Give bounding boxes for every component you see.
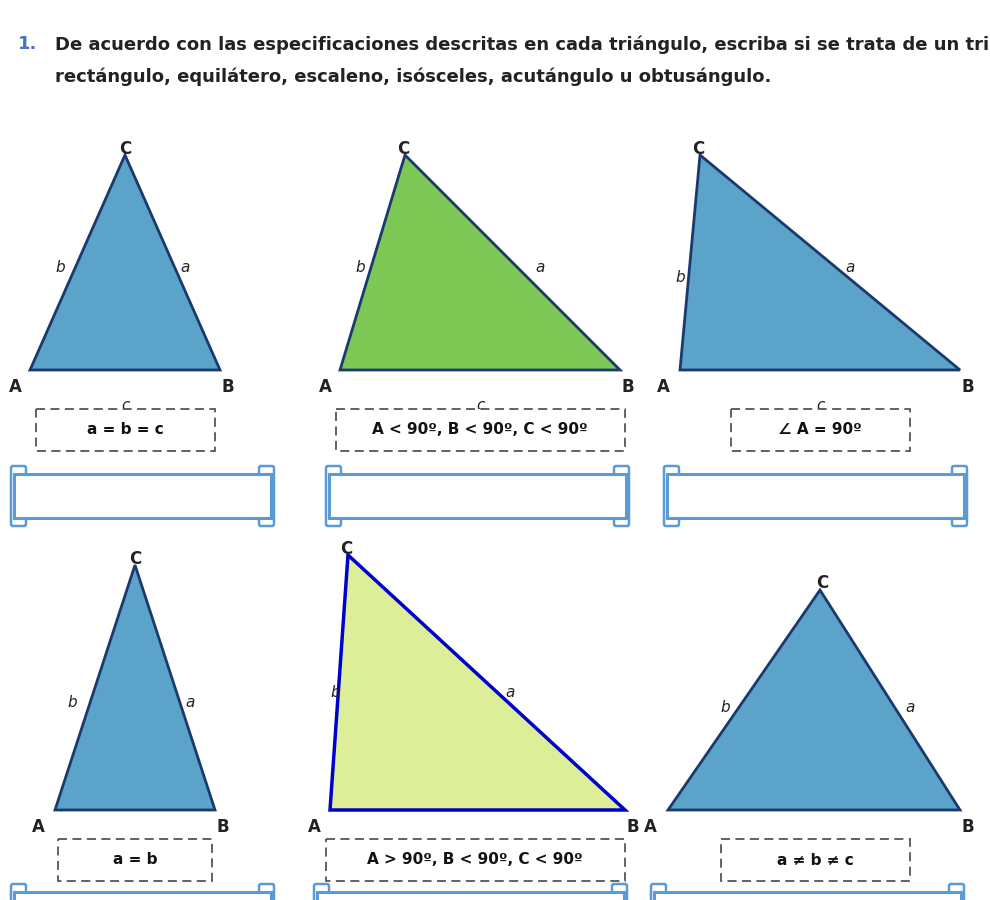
FancyBboxPatch shape [651,884,666,900]
Text: A: A [32,818,45,836]
Text: C: C [340,540,352,558]
Text: b: b [331,685,340,700]
Text: a: a [185,695,195,710]
FancyBboxPatch shape [664,466,679,526]
Text: a ≠ b ≠ c: a ≠ b ≠ c [776,852,853,868]
FancyBboxPatch shape [952,466,967,526]
FancyBboxPatch shape [614,466,629,526]
Text: ∠ A = 90º: ∠ A = 90º [778,422,862,437]
FancyBboxPatch shape [314,884,329,900]
Text: A > 90º, B < 90º, C < 90º: A > 90º, B < 90º, C < 90º [367,852,583,868]
Text: A: A [319,378,332,396]
Polygon shape [680,155,960,370]
Text: a = b: a = b [113,852,157,868]
Text: b: b [720,700,730,715]
Text: B: B [622,378,635,396]
Text: a: a [905,700,915,715]
FancyBboxPatch shape [326,839,625,881]
FancyBboxPatch shape [14,892,271,900]
Text: b: b [355,260,364,275]
Text: C: C [129,550,142,568]
Text: A < 90º, B < 90º, C < 90º: A < 90º, B < 90º, C < 90º [372,422,588,437]
Text: rectángulo, equilátero, escaleno, isósceles, acutángulo u obtusángulo.: rectángulo, equilátero, escaleno, isósce… [55,68,771,86]
Text: b: b [675,270,685,285]
FancyBboxPatch shape [731,409,910,451]
Text: De acuerdo con las especificaciones descritas en cada triángulo, escriba si se t: De acuerdo con las especificaciones desc… [55,35,990,53]
Text: 1.: 1. [18,35,38,53]
Text: C: C [816,574,828,592]
FancyBboxPatch shape [11,466,26,526]
Text: b: b [67,695,77,710]
Text: c: c [131,836,140,851]
Text: B: B [961,378,974,396]
FancyBboxPatch shape [259,466,274,526]
FancyBboxPatch shape [317,892,624,900]
Text: C: C [119,140,131,158]
Text: a: a [845,260,854,275]
Text: B: B [217,818,230,836]
FancyBboxPatch shape [667,474,964,518]
Text: c: c [476,398,484,413]
FancyBboxPatch shape [326,466,341,526]
Text: A: A [644,818,656,836]
Text: A: A [308,818,321,836]
Text: B: B [222,378,235,396]
FancyBboxPatch shape [14,474,271,518]
Text: c: c [471,836,479,851]
Polygon shape [330,555,625,810]
Text: C: C [692,140,704,158]
Text: c: c [816,398,825,413]
Text: a = b = c: a = b = c [87,422,163,437]
FancyBboxPatch shape [58,839,212,881]
Polygon shape [30,155,220,370]
Text: B: B [627,818,640,836]
FancyBboxPatch shape [36,409,215,451]
Text: a: a [536,260,544,275]
FancyBboxPatch shape [336,409,625,451]
Text: a: a [180,260,190,275]
FancyBboxPatch shape [259,884,274,900]
FancyBboxPatch shape [721,839,910,881]
Text: A: A [9,378,22,396]
FancyBboxPatch shape [11,884,26,900]
Text: C: C [397,140,409,158]
Polygon shape [55,565,215,810]
Text: b: b [55,260,64,275]
Text: B: B [961,818,974,836]
Polygon shape [668,590,960,810]
Text: a: a [505,685,515,700]
FancyBboxPatch shape [654,892,961,900]
Polygon shape [340,155,620,370]
FancyBboxPatch shape [329,474,626,518]
Text: A: A [656,378,669,396]
Text: c: c [121,398,129,413]
Text: c: c [811,836,819,851]
FancyBboxPatch shape [612,884,627,900]
FancyBboxPatch shape [949,884,964,900]
